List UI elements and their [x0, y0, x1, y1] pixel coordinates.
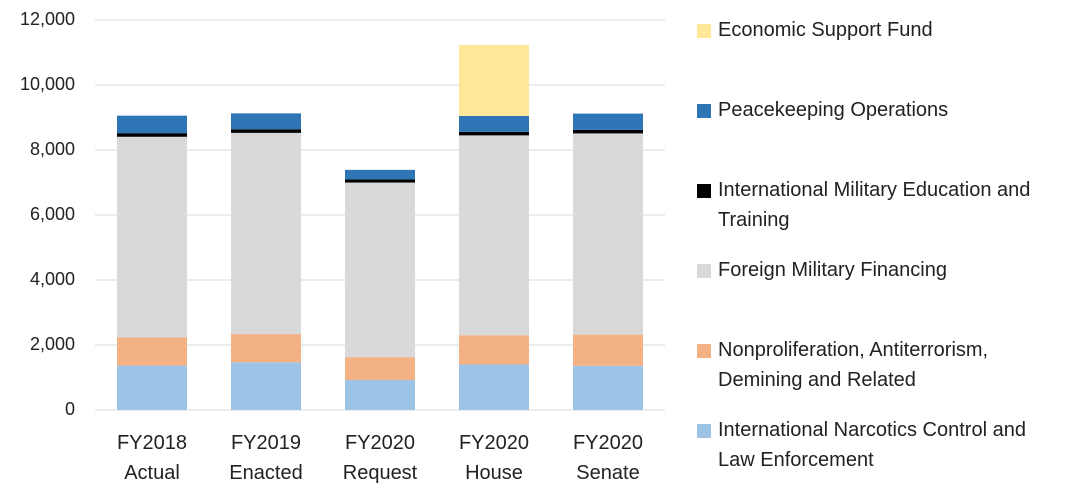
bar-segment — [459, 45, 529, 116]
y-tick-label: 12,000 — [20, 9, 75, 29]
bar-segment — [459, 364, 529, 410]
bar-segment — [573, 133, 643, 335]
x-tick-label: FY2019 Enacted — [229, 432, 303, 484]
bar-segment — [231, 334, 301, 363]
x-tick-label: FY2020 House — [458, 432, 530, 484]
bar-segment — [459, 135, 529, 336]
y-tick-label: 0 — [65, 399, 75, 419]
y-tick-label: 10,000 — [20, 74, 75, 94]
bar-segment — [459, 115, 529, 132]
legend-swatch — [697, 24, 711, 38]
y-tick-label: 4,000 — [30, 269, 75, 289]
legend-label: International Military Education and Tra… — [718, 179, 1031, 231]
x-tick-label: FY2020 Request — [342, 432, 418, 484]
bar-segment — [345, 179, 415, 183]
bar-segment — [117, 337, 187, 366]
bar-segment — [231, 129, 301, 133]
legend-swatch — [697, 344, 711, 358]
bar-segment — [231, 113, 301, 130]
legend-swatch — [697, 264, 711, 278]
x-tick-label: FY2020 Senate — [572, 432, 644, 484]
bar-segment — [345, 379, 415, 410]
bar-segment — [117, 136, 187, 338]
legend-swatch — [697, 104, 711, 118]
x-tick-label: FY2018 Actual — [116, 432, 188, 484]
bar-segment — [231, 132, 301, 335]
bar-segment — [573, 365, 643, 410]
bar-segment — [459, 131, 529, 136]
bar-segment — [117, 133, 187, 137]
bar-segment — [117, 115, 187, 134]
bar-segment — [231, 362, 301, 410]
legend-swatch — [697, 184, 711, 198]
legend-item: Foreign Military Financing — [697, 255, 1040, 285]
y-tick-label: 6,000 — [30, 204, 75, 224]
legend-item: Peacekeeping Operations — [697, 95, 1040, 125]
legend-item: International Narcotics Control and Law … — [697, 415, 1040, 475]
legend-label: International Narcotics Control and Law … — [718, 419, 1026, 471]
legend-label: Foreign Military Financing — [718, 259, 947, 281]
legend-label: Peacekeeping Operations — [718, 99, 949, 121]
legend-item: International Military Education and Tra… — [697, 175, 1040, 235]
legend-item: Economic Support Fund — [697, 15, 1040, 45]
bar-segment — [345, 357, 415, 380]
legend-swatch — [697, 424, 711, 438]
bar-segment — [573, 129, 643, 134]
bar-segment — [573, 334, 643, 366]
bar-segment — [345, 169, 415, 180]
y-tick-label: 8,000 — [30, 139, 75, 159]
bar-segment — [573, 113, 643, 130]
bar-segment — [345, 182, 415, 358]
y-tick-label: 2,000 — [30, 334, 75, 354]
legend-label: Economic Support Fund — [718, 19, 933, 41]
bar-segment — [117, 365, 187, 410]
legend-item: Nonproliferation, Antiterrorism, Deminin… — [697, 335, 1040, 395]
legend-label: Nonproliferation, Antiterrorism, Deminin… — [718, 339, 989, 391]
bar-segment — [459, 335, 529, 365]
